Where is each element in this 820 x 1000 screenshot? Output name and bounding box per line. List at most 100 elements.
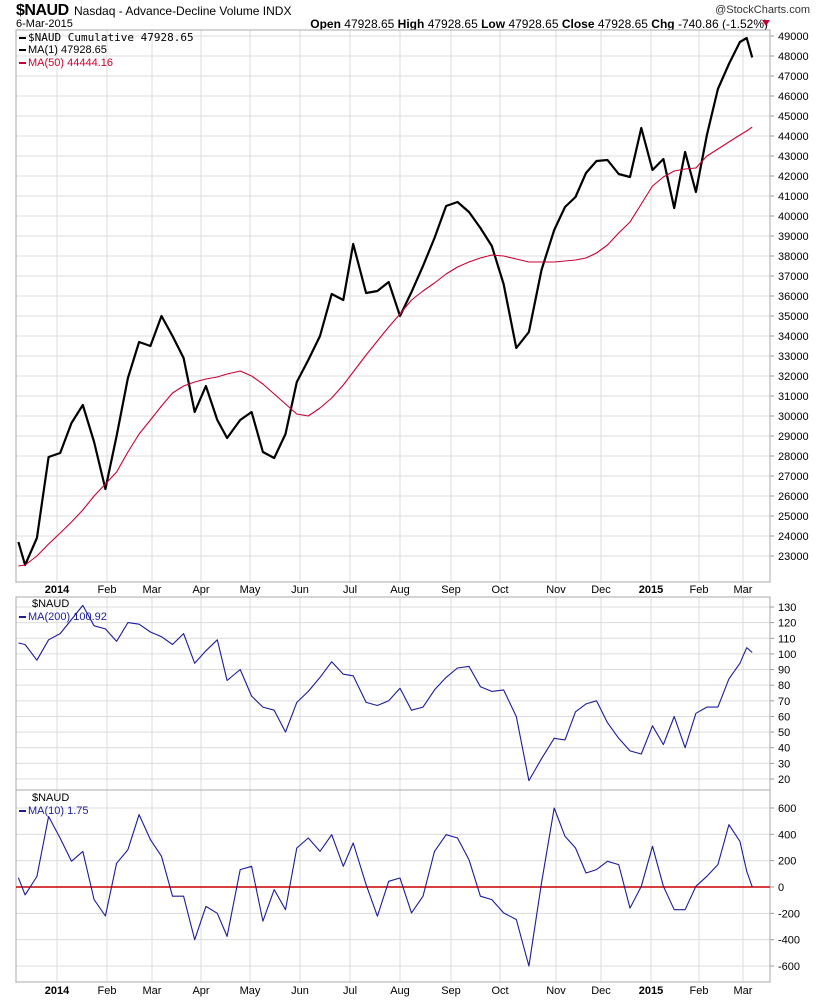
x-tick-label: Apr bbox=[192, 584, 209, 596]
high-value: 47928.65 bbox=[427, 17, 478, 31]
panel3-symbol: $NAUD bbox=[32, 792, 70, 804]
y-tick-label: 27000 bbox=[778, 471, 809, 483]
series-line-ma1 bbox=[17, 36, 754, 567]
y-tick-label: -400 bbox=[778, 935, 800, 947]
y-tick-label: 40 bbox=[778, 743, 790, 755]
y-tick-label: 32000 bbox=[778, 371, 809, 383]
y-tick-label: 130 bbox=[778, 602, 796, 614]
legend-price: $NAUD Cumulative 47928.65 bbox=[19, 31, 194, 44]
x-tick-label: 2014 bbox=[45, 985, 70, 997]
y-tick-label: 50 bbox=[778, 727, 790, 739]
x-tick-label: Nov bbox=[546, 584, 566, 596]
ohlc-readout: Open 47928.65 High 47928.65 Low 47928.65… bbox=[310, 17, 768, 31]
legend-ma50-label: MA(50) 44444.16 bbox=[28, 57, 113, 69]
close-value: 47928.65 bbox=[597, 17, 648, 31]
y-tick-label: 30000 bbox=[778, 411, 809, 423]
legend-ma50: MA(50) 44444.16 bbox=[19, 57, 113, 69]
low-value: 47928.65 bbox=[508, 17, 559, 31]
y-tick-label: 24000 bbox=[778, 531, 809, 543]
x-tick-label: Aug bbox=[390, 985, 410, 997]
y-tick-label: 60 bbox=[778, 711, 790, 723]
y-tick-label: 40000 bbox=[778, 211, 809, 223]
x-tick-label: May bbox=[240, 584, 261, 596]
down-triangle-icon bbox=[762, 20, 770, 26]
y-tick-label: 80 bbox=[778, 680, 790, 692]
y-tick-label: 44000 bbox=[778, 131, 809, 143]
y-tick-label: 26000 bbox=[778, 491, 809, 503]
y-tick-label: 48000 bbox=[778, 51, 809, 63]
panel2-symbol: $NAUD bbox=[32, 598, 70, 610]
x-tick-label: Feb bbox=[98, 985, 117, 997]
y-tick-label: 23000 bbox=[778, 551, 809, 563]
chart-title: Nasdaq - Advance-Decline Volume INDX bbox=[74, 4, 292, 18]
y-tick-label: 37000 bbox=[778, 271, 809, 283]
y-tick-label: 46000 bbox=[778, 91, 809, 103]
y-tick-label: 49000 bbox=[778, 31, 809, 43]
x-tick-label: Jun bbox=[291, 584, 309, 596]
x-tick-label: Oct bbox=[491, 584, 508, 596]
y-tick-label: 41000 bbox=[778, 191, 809, 203]
x-tick-label: Feb bbox=[98, 584, 117, 596]
y-tick-label: 29000 bbox=[778, 431, 809, 443]
x-tick-label: Sep bbox=[441, 584, 461, 596]
chart-date: 6-Mar-2015 bbox=[16, 18, 73, 30]
symbol: $NAUD bbox=[16, 2, 69, 19]
chg-label: Chg bbox=[651, 17, 675, 31]
y-tick-label: 34000 bbox=[778, 331, 809, 343]
panel-border bbox=[15, 29, 771, 583]
x-tick-label: Mar bbox=[143, 985, 162, 997]
y-tick-label: -600 bbox=[778, 961, 800, 973]
y-tick-label: 35000 bbox=[778, 311, 809, 323]
y-tick-label: -200 bbox=[778, 908, 800, 920]
close-label: Close bbox=[561, 17, 595, 31]
brand-watermark[interactable]: @StockCharts.com bbox=[715, 4, 810, 16]
x-tick-label: Mar bbox=[143, 584, 162, 596]
legend-ma200-label: MA(200) 100.92 bbox=[28, 611, 107, 623]
y-tick-label: 36000 bbox=[778, 291, 809, 303]
y-tick-label: 42000 bbox=[778, 171, 809, 183]
x-tick-label: Aug bbox=[390, 584, 410, 596]
y-tick-label: 47000 bbox=[778, 71, 809, 83]
y-tick-label: 200 bbox=[778, 856, 796, 868]
series-line-ma50 bbox=[18, 126, 753, 567]
x-tick-label: Jun bbox=[291, 985, 309, 997]
y-tick-label: 43000 bbox=[778, 151, 809, 163]
y-tick-label: 28000 bbox=[778, 451, 809, 463]
y-tick-label: 31000 bbox=[778, 391, 809, 403]
legend-ma1-label: MA(1) 47928.65 bbox=[28, 44, 107, 56]
y-tick-label: 30 bbox=[778, 758, 790, 770]
x-tick-label: Jul bbox=[343, 985, 357, 997]
x-tick-label: Oct bbox=[491, 985, 508, 997]
y-tick-label: 33000 bbox=[778, 351, 809, 363]
legend-ma200: MA(200) 100.92 bbox=[19, 611, 107, 623]
y-tick-label: 45000 bbox=[778, 111, 809, 123]
x-tick-label: Dec bbox=[591, 584, 611, 596]
x-tick-label: Apr bbox=[192, 985, 209, 997]
x-tick-label: May bbox=[240, 985, 261, 997]
y-tick-label: 100 bbox=[778, 649, 796, 661]
x-tick-label: Mar bbox=[734, 985, 753, 997]
x-tick-label: Jul bbox=[343, 584, 357, 596]
x-tick-label: 2015 bbox=[639, 584, 663, 596]
y-tick-label: 39000 bbox=[778, 231, 809, 243]
x-tick-label: 2014 bbox=[45, 584, 70, 596]
legend-ma1: MA(1) 47928.65 bbox=[19, 44, 107, 56]
x-tick-label: Dec bbox=[591, 985, 611, 997]
low-label: Low bbox=[481, 17, 506, 31]
y-tick-label: 25000 bbox=[778, 511, 809, 523]
y-tick-label: 90 bbox=[778, 665, 790, 677]
series-line-ma200 bbox=[18, 604, 753, 782]
y-tick-label: 600 bbox=[778, 803, 796, 815]
legend-ma10: MA(10) 1.75 bbox=[19, 805, 89, 817]
chg-value: -740.86 (-1.52%) bbox=[677, 17, 768, 31]
y-tick-label: 70 bbox=[778, 696, 790, 708]
y-tick-label: 110 bbox=[778, 633, 796, 645]
legend-ma10-label: MA(10) 1.75 bbox=[28, 805, 89, 817]
x-tick-label: 2015 bbox=[639, 985, 663, 997]
y-tick-label: 120 bbox=[778, 618, 796, 630]
open-label: Open bbox=[310, 17, 341, 31]
x-tick-label: Mar bbox=[734, 584, 753, 596]
legend-price-label: $NAUD Cumulative 47928.65 bbox=[28, 31, 194, 44]
y-tick-label: 0 bbox=[778, 882, 784, 894]
